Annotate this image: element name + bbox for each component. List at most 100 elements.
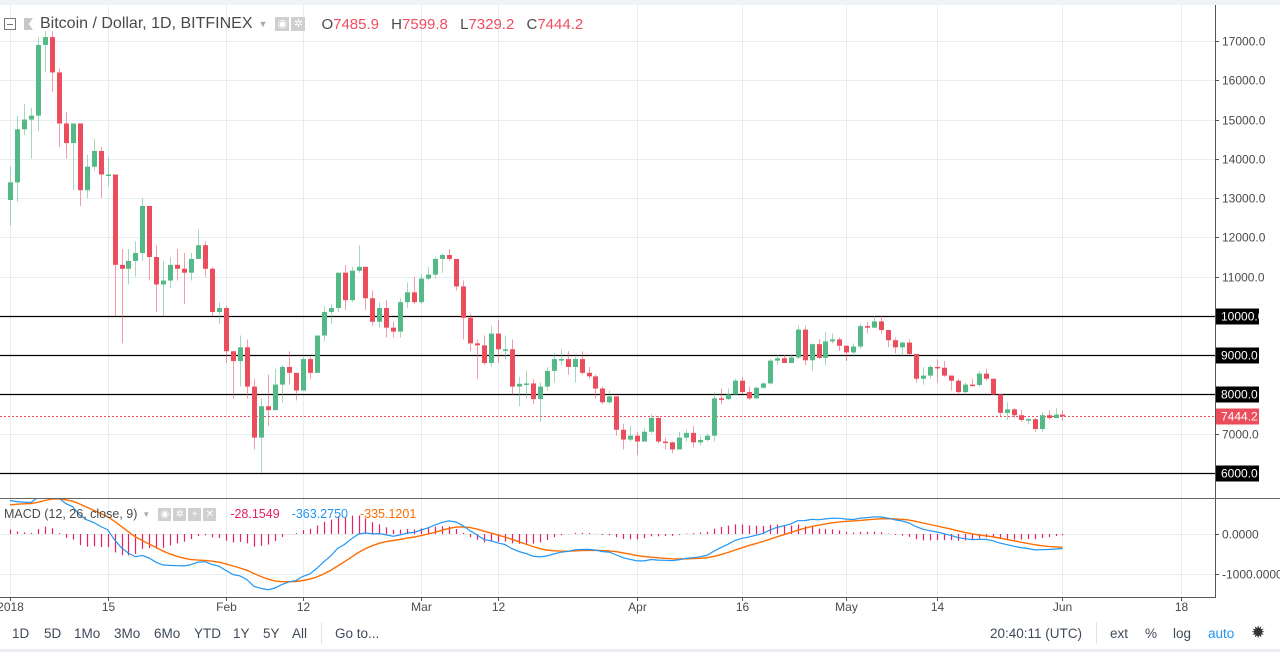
candle	[914, 353, 919, 383]
macd-line	[9, 499, 1063, 591]
candle	[970, 378, 975, 387]
candle	[154, 245, 159, 312]
price-tick-label: 16000.0	[1222, 74, 1266, 88]
go-to-button[interactable]: Go to...	[335, 626, 380, 641]
gear-icon[interactable]: ✲	[291, 17, 306, 31]
percent-toggle[interactable]: %	[1145, 626, 1158, 641]
candle-body	[370, 298, 375, 322]
candle-body	[273, 384, 278, 411]
candle	[322, 306, 327, 342]
range-1mo-button[interactable]: 1Mo	[74, 626, 101, 641]
range-all-button[interactable]: All	[292, 626, 308, 641]
level-label: 9000.0	[1221, 349, 1258, 363]
gear-icon[interactable]: ✲	[173, 507, 187, 521]
symbol-title[interactable]: Bitcoin / Dollar, 1D, BITFINEX	[40, 15, 253, 32]
candle-body	[538, 386, 543, 400]
candle	[782, 355, 787, 364]
candle	[817, 339, 822, 360]
time-tick-label: Apr	[628, 600, 647, 614]
candle	[573, 357, 578, 383]
close-icon[interactable]: ✕	[203, 507, 217, 521]
candle	[203, 241, 208, 277]
candle	[440, 253, 445, 273]
symbol-flag-icon[interactable]	[24, 18, 33, 30]
range-5y-button[interactable]: 5Y	[263, 626, 280, 641]
auto-toggle[interactable]: auto	[1208, 626, 1235, 641]
candle-body	[196, 245, 201, 259]
candle	[984, 368, 989, 381]
candle	[350, 266, 355, 303]
candle	[482, 335, 487, 365]
open-value: 7485.9	[333, 15, 379, 33]
candle	[384, 300, 389, 338]
candle	[106, 156, 111, 187]
candle	[559, 349, 564, 365]
candle	[1054, 408, 1059, 418]
candle	[733, 378, 738, 395]
candle-body	[57, 72, 62, 124]
candle	[196, 229, 201, 259]
candle-body	[168, 264, 173, 281]
candle-body	[914, 353, 919, 379]
clock-timezone[interactable]: 20:40:11 (UTC)	[990, 626, 1083, 641]
candle-body	[844, 345, 849, 353]
macd-title[interactable]: MACD (12, 26, close, 9)	[4, 507, 138, 521]
candle-body	[1054, 414, 1059, 418]
candle	[865, 321, 870, 334]
candle	[977, 370, 982, 387]
candle-body	[133, 253, 138, 261]
candle-body	[510, 349, 515, 387]
candle-body	[210, 268, 215, 312]
eye-icon[interactable]: ◉	[158, 507, 172, 521]
settings-gear-icon[interactable]: ✹	[1251, 623, 1266, 642]
candle	[621, 423, 626, 450]
candle	[949, 375, 954, 391]
candle	[886, 329, 891, 348]
time-tick-label: 16	[736, 600, 750, 614]
candle	[50, 31, 55, 93]
candle	[1019, 410, 1024, 422]
range-1y-button[interactable]: 1Y	[233, 626, 250, 641]
eye-icon[interactable]: ◉	[275, 17, 290, 31]
candle-body	[642, 431, 647, 442]
chart-canvas[interactable]: 7000.0 11000.0 12000.0 13000.0 14000.0 15000.…	[0, 0, 1280, 618]
time-tick-label: Feb	[216, 600, 237, 614]
candle	[224, 306, 229, 364]
candle-body	[1033, 419, 1038, 429]
macd-histogram	[9, 515, 1064, 556]
macd-pane	[0, 499, 1215, 591]
level-label-box	[1216, 386, 1259, 403]
dropdown-caret-icon[interactable]: ▼	[258, 19, 268, 29]
price-axis[interactable]: 7000.0 11000.0 12000.0 13000.0 14000.0 15000.…	[1215, 35, 1280, 582]
log-toggle[interactable]: log	[1173, 626, 1192, 641]
range-5d-button[interactable]: 5D	[44, 626, 62, 641]
plus-icon[interactable]: +	[188, 507, 202, 521]
range-3mo-button[interactable]: 3Mo	[114, 626, 141, 641]
range-6mo-button[interactable]: 6Mo	[154, 626, 181, 641]
price-tick-label: 7000.0	[1222, 428, 1259, 442]
candle	[189, 253, 194, 281]
candle-body	[949, 375, 954, 381]
candle-body	[343, 272, 348, 301]
candle-body	[810, 344, 815, 361]
ext-toggle[interactable]: ext	[1110, 626, 1129, 641]
candle-body	[29, 115, 34, 120]
candle-body	[363, 266, 368, 299]
candle	[1012, 408, 1017, 418]
range-ytd-button[interactable]: YTD	[194, 626, 221, 641]
range-1d-button[interactable]: 1D	[12, 626, 30, 641]
candle	[656, 416, 661, 444]
price-tick-label: 11000.0	[1222, 271, 1265, 285]
candle-body	[587, 372, 592, 377]
candle	[942, 361, 947, 377]
candle-body	[524, 383, 529, 385]
low-value: 7329.2	[468, 15, 515, 33]
candle	[92, 139, 97, 171]
dropdown-caret-icon[interactable]: ▼	[142, 509, 151, 519]
time-axis[interactable]: 2018 15 Feb 12 Mar 12 Apr 16 May 14 Jun 18	[0, 597, 1188, 614]
candle	[336, 272, 341, 312]
collapse-icon[interactable]	[4, 18, 16, 30]
candle	[8, 166, 13, 226]
candle	[377, 302, 382, 328]
candle	[294, 372, 299, 401]
